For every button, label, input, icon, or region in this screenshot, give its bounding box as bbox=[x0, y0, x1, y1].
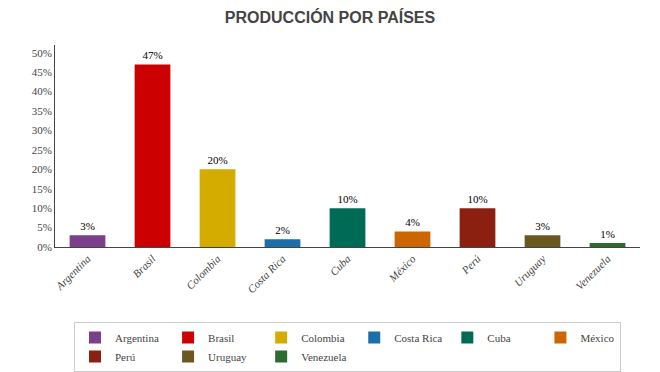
svg-text:Argentina: Argentina bbox=[115, 332, 159, 344]
svg-text:Costa Rica: Costa Rica bbox=[394, 332, 442, 344]
svg-text:Colombia: Colombia bbox=[184, 252, 224, 292]
svg-text:México: México bbox=[386, 252, 418, 284]
svg-text:Argentina: Argentina bbox=[53, 252, 93, 292]
svg-text:10%: 10% bbox=[337, 193, 357, 205]
svg-text:1%: 1% bbox=[600, 228, 615, 240]
svg-text:0%: 0% bbox=[37, 241, 52, 253]
svg-text:25%: 25% bbox=[32, 144, 52, 156]
svg-text:35%: 35% bbox=[32, 105, 52, 117]
svg-text:PRODUCCIÓN POR PAÍSES: PRODUCCIÓN POR PAÍSES bbox=[225, 8, 436, 26]
svg-text:20%: 20% bbox=[32, 163, 52, 175]
svg-text:Brasil: Brasil bbox=[208, 332, 234, 344]
svg-text:10%: 10% bbox=[467, 193, 487, 205]
svg-text:4%: 4% bbox=[405, 216, 420, 228]
svg-text:3%: 3% bbox=[535, 220, 550, 232]
svg-text:30%: 30% bbox=[32, 124, 52, 136]
svg-text:Uruguay: Uruguay bbox=[512, 252, 548, 288]
svg-text:Perú: Perú bbox=[458, 252, 483, 277]
svg-text:Perú: Perú bbox=[115, 351, 136, 363]
svg-text:Venezuela: Venezuela bbox=[301, 351, 346, 363]
svg-text:Brasil: Brasil bbox=[130, 253, 158, 281]
svg-text:5%: 5% bbox=[37, 221, 52, 233]
svg-text:Uruguay: Uruguay bbox=[208, 351, 247, 363]
svg-text:Costa Rica: Costa Rica bbox=[245, 252, 288, 295]
svg-text:50%: 50% bbox=[32, 47, 52, 59]
svg-text:45%: 45% bbox=[32, 66, 52, 78]
svg-text:Cuba: Cuba bbox=[487, 332, 510, 344]
svg-text:2%: 2% bbox=[275, 224, 290, 236]
svg-text:3%: 3% bbox=[80, 220, 95, 232]
svg-text:Venezuela: Venezuela bbox=[573, 252, 613, 292]
svg-text:Colombia: Colombia bbox=[301, 332, 345, 344]
svg-text:México: México bbox=[580, 332, 614, 344]
svg-text:40%: 40% bbox=[32, 85, 52, 97]
svg-text:Cuba: Cuba bbox=[327, 252, 353, 278]
svg-text:10%: 10% bbox=[32, 202, 52, 214]
svg-text:20%: 20% bbox=[207, 154, 227, 166]
svg-text:15%: 15% bbox=[32, 183, 52, 195]
svg-text:47%: 47% bbox=[142, 49, 162, 61]
